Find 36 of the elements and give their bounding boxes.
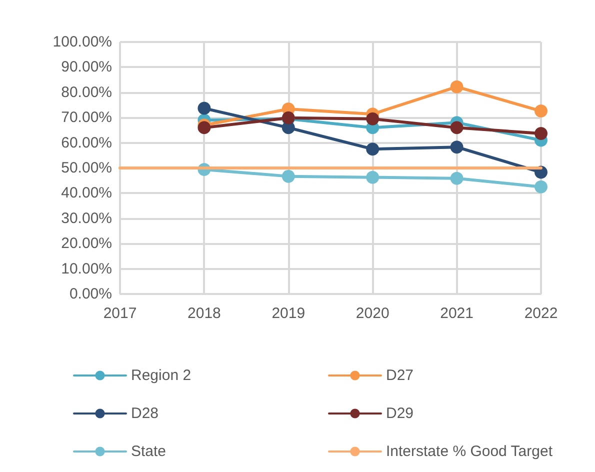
point bbox=[450, 140, 464, 154]
y-tick-label: 80.00% bbox=[61, 84, 112, 101]
legend-label: Region 2 bbox=[131, 367, 192, 384]
point bbox=[534, 180, 548, 194]
y-tick-label: 40.00% bbox=[61, 184, 112, 202]
x-tick-label: 2021 bbox=[440, 305, 474, 322]
x-tick-label: 2020 bbox=[356, 305, 390, 322]
y-tick-label: 60.00% bbox=[61, 134, 112, 152]
legend-label: D27 bbox=[386, 367, 414, 384]
point bbox=[534, 126, 548, 140]
point bbox=[534, 104, 548, 118]
y-tick-label: 20.00% bbox=[61, 235, 112, 252]
point bbox=[366, 142, 380, 156]
y-tick-label: 90.00% bbox=[61, 58, 112, 76]
x-tick-label: 2019 bbox=[272, 305, 306, 322]
point bbox=[282, 170, 295, 183]
point bbox=[198, 102, 211, 115]
x-tick-label: 2022 bbox=[524, 305, 558, 322]
legend-label: D29 bbox=[386, 405, 414, 422]
x-tick-label: 2018 bbox=[188, 305, 221, 322]
y-tick-label: 10.00% bbox=[61, 260, 112, 278]
point bbox=[450, 172, 464, 185]
y-tick-label: 0.00% bbox=[69, 286, 112, 302]
point bbox=[450, 121, 464, 134]
point bbox=[450, 80, 464, 94]
y-tick-label: 50.00% bbox=[61, 160, 112, 176]
y-tick-label: 100.00% bbox=[52, 34, 112, 50]
y-tick-label: 30.00% bbox=[61, 210, 112, 227]
point bbox=[198, 121, 211, 134]
y-tick-label: 70.00% bbox=[61, 109, 112, 126]
x-tick-label: 2017 bbox=[103, 305, 137, 322]
legend-label: D28 bbox=[131, 405, 159, 422]
point bbox=[366, 170, 380, 184]
point bbox=[366, 112, 380, 126]
legend-label: Interstate % Good Target bbox=[386, 443, 554, 460]
legend-label: State bbox=[131, 443, 166, 460]
